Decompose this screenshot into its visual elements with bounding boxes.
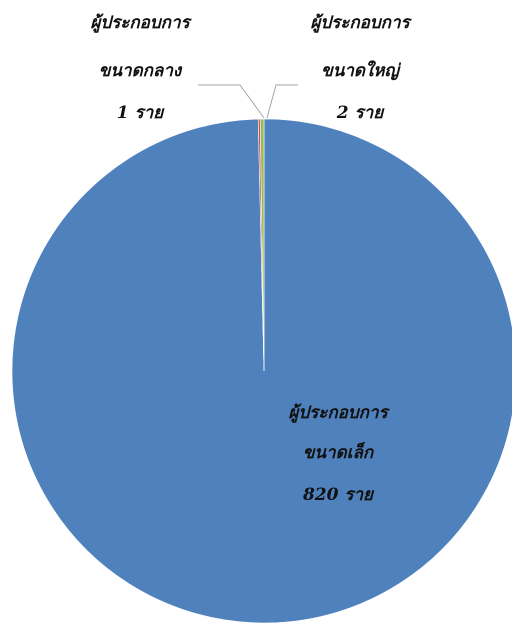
data-label-medium-value: 1 ราย xyxy=(117,103,165,123)
data-label-large: ผู้ประกอบการ ขนาดใหญ่ 2 ราย xyxy=(310,13,412,123)
data-label-large-line2: ขนาดใหญ่ xyxy=(321,60,402,81)
pie-slices xyxy=(11,118,512,624)
data-label-large-line1: ผู้ประกอบการ xyxy=(310,13,412,33)
data-label-small-line1: ผู้ประกอบการ xyxy=(288,403,390,423)
data-label-large-value: 2 ราย xyxy=(336,103,385,123)
pie-slice-large xyxy=(259,118,265,372)
leader-line-large xyxy=(266,84,298,119)
data-label-medium: ผู้ประกอบการ ขนาดกลาง 1 ราย xyxy=(90,13,192,123)
leader-line-medium xyxy=(198,84,265,119)
data-label-small: ผู้ประกอบการ ขนาดเล็ก 820 ราย xyxy=(288,403,390,505)
leader-lines xyxy=(198,84,298,119)
data-label-medium-line2: ขนาดกลาง xyxy=(99,61,183,81)
data-label-small-value: 820 ราย xyxy=(302,485,375,505)
data-label-small-line2: ขนาดเล็ก xyxy=(303,441,375,463)
pie-slice-small xyxy=(11,118,512,624)
data-label-medium-line1: ผู้ประกอบการ xyxy=(90,13,192,33)
